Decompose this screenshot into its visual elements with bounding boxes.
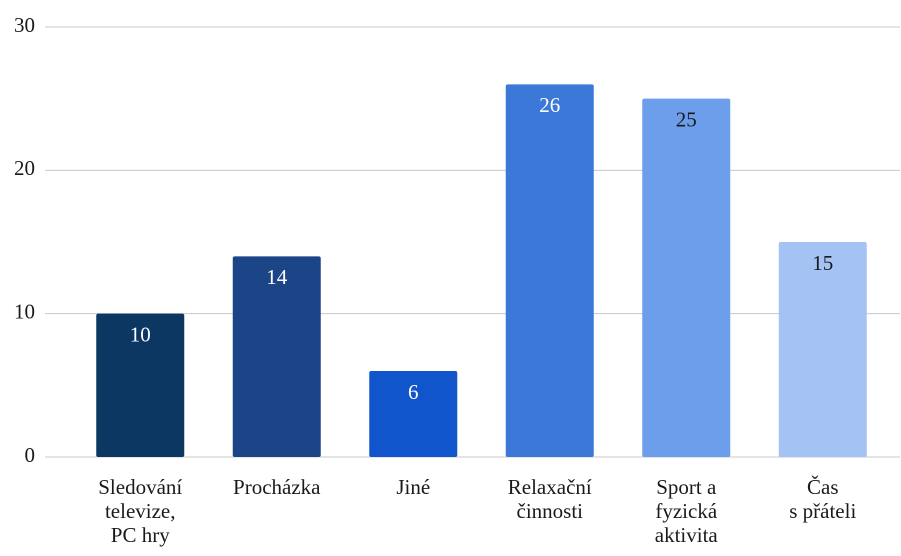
- bar: [96, 313, 185, 457]
- bar: [505, 84, 594, 457]
- x-tick-label-line: Procházka: [233, 475, 321, 499]
- x-tick-label-line: televize,: [105, 499, 176, 523]
- x-tick-label-line: s přáteli: [789, 499, 856, 523]
- bar: [778, 242, 867, 457]
- x-tick-label: Procházka: [233, 475, 321, 499]
- value-label: 26: [539, 93, 560, 117]
- bar: [642, 98, 731, 458]
- x-tick-label: Sport a fyzická aktivita: [655, 475, 719, 547]
- x-tick-label-line: Jiné: [396, 475, 430, 499]
- value-label: 25: [676, 107, 697, 131]
- y-tick-label: 30: [14, 13, 35, 37]
- bar: [369, 371, 458, 457]
- x-tick-label: Jiné: [396, 475, 430, 499]
- value-label: 6: [408, 380, 419, 404]
- x-tick-label-line: Sledování: [98, 475, 182, 499]
- x-tick-label-line: činnosti: [517, 499, 584, 523]
- value-label: 15: [812, 251, 833, 275]
- x-tick-label-line: aktivita: [655, 523, 719, 547]
- x-tick-label-line: PC hry: [111, 523, 170, 547]
- y-tick-label: 10: [14, 299, 35, 323]
- x-tick-label: Relaxační činnosti: [508, 475, 592, 523]
- value-label: 10: [130, 322, 151, 346]
- bar: [232, 256, 321, 457]
- y-tick-label: 20: [14, 156, 35, 180]
- x-tick-label-line: Čas: [807, 475, 839, 499]
- x-tick-label: Čas s přáteli: [789, 475, 856, 523]
- x-tick-label: Sledování televize, PC hry: [98, 475, 182, 547]
- x-tick-label-line: Sport a: [656, 475, 717, 499]
- value-label: 14: [266, 265, 288, 289]
- y-tick-label: 0: [25, 443, 36, 467]
- x-tick-label-line: fyzická: [655, 499, 717, 523]
- x-tick-label-line: Relaxační: [508, 475, 592, 499]
